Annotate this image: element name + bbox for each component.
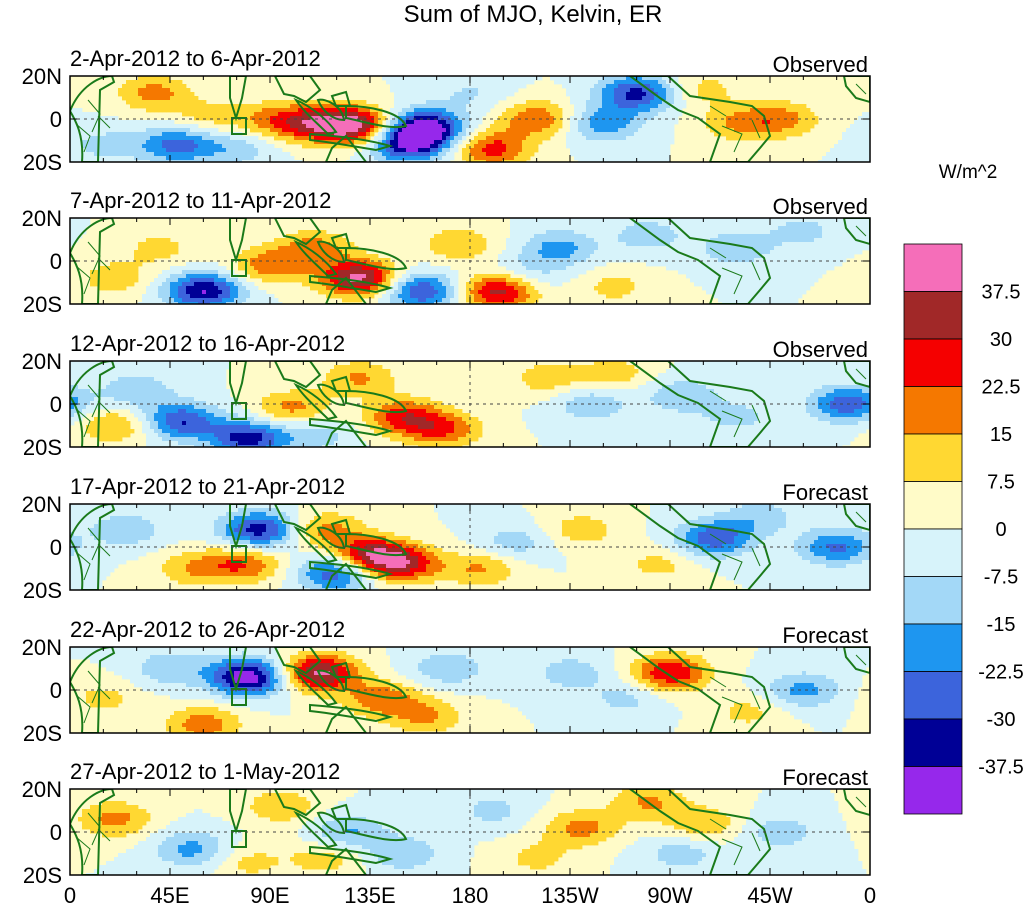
colorbar-label: 22.5 <box>982 377 1021 399</box>
panel-dates: 2-Apr-2012 to 6-Apr-2012 <box>70 46 321 71</box>
map-panel: 20N 0 20S 27-Apr-2012 to 1-May-2012 Forecast <box>22 759 871 888</box>
reference-box <box>231 259 247 277</box>
x-tick-label: 90E <box>250 883 289 908</box>
colorbar-swatch <box>903 528 963 577</box>
y-tick-label: 0 <box>50 249 62 274</box>
chart-title: Sum of MJO, Kelvin, ER <box>404 1 663 28</box>
x-tick-label: 180 <box>452 883 489 908</box>
map-panel: 20N 0 20S 2-Apr-2012 to 6-Apr-2012 Observed <box>22 46 871 175</box>
x-axis: 0 45E 90E 135E 180 135W 90W 45W 0 <box>64 883 876 908</box>
colorbar-label: -22.5 <box>978 662 1024 684</box>
y-tick-label: 20N <box>22 492 62 517</box>
y-tick-label: 0 <box>50 392 62 417</box>
panel-dates: 27-Apr-2012 to 1-May-2012 <box>70 759 340 784</box>
colorbar-label: 7.5 <box>987 472 1015 494</box>
colorbar-swatch <box>903 481 963 530</box>
colorbar-swatch <box>903 671 963 720</box>
y-tick-label: 20S <box>23 150 62 175</box>
panel-dates: 17-Apr-2012 to 21-Apr-2012 <box>70 474 345 499</box>
y-tick-label: 20N <box>22 64 62 89</box>
y-tick-label: 20S <box>23 721 62 746</box>
map-panel: 20N 0 20S 22-Apr-2012 to 26-Apr-2012 Forecas… <box>22 617 871 746</box>
panel-kind: Forecast <box>782 623 868 648</box>
x-tick-label: 0 <box>64 883 76 908</box>
y-tick-label: 0 <box>50 820 62 845</box>
coastlines <box>70 504 870 590</box>
y-tick-label: 0 <box>50 678 62 703</box>
coastlines <box>70 76 870 162</box>
y-tick-label: 0 <box>50 535 62 560</box>
colorbar-label: -7.5 <box>984 567 1018 589</box>
reference-box <box>231 117 247 135</box>
colorbar-swatch <box>903 433 963 482</box>
panel-dates: 22-Apr-2012 to 26-Apr-2012 <box>70 617 345 642</box>
colorbar-swatch <box>903 338 963 387</box>
panel-kind: Observed <box>773 194 868 219</box>
panel-dates: 7-Apr-2012 to 11-Apr-2012 <box>70 188 331 213</box>
colorbar-label: -37.5 <box>978 757 1024 779</box>
colorbar-swatch <box>903 291 963 340</box>
x-tick-label: 45W <box>747 883 792 908</box>
panel-kind: Observed <box>773 52 868 77</box>
colorbar-swatch <box>903 386 963 435</box>
y-tick-label: 20S <box>23 292 62 317</box>
coastlines <box>70 218 870 304</box>
y-tick-label: 20S <box>23 863 62 888</box>
reference-box <box>231 545 247 563</box>
x-tick-label: 90W <box>647 883 692 908</box>
colorbar-label: -30 <box>987 709 1016 731</box>
y-tick-label: 20S <box>23 435 62 460</box>
colorbar-label: 0 <box>995 519 1006 541</box>
colorbar-label: -15 <box>987 614 1016 636</box>
plot-title: Sum of MJO, Kelvin, ER <box>404 1 663 28</box>
map-panel: 20N 0 20S 7-Apr-2012 to 11-Apr-2012 Observed <box>22 188 871 317</box>
reference-box <box>231 830 247 848</box>
x-tick-label: 45E <box>150 883 189 908</box>
x-tick-label: 0 <box>864 883 876 908</box>
map-panel: 20N 0 20S 17-Apr-2012 to 21-Apr-2012 Forecas… <box>22 474 871 603</box>
y-tick-label: 20N <box>22 635 62 660</box>
x-tick-label: 135W <box>541 883 599 908</box>
panel-kind: Observed <box>773 337 868 362</box>
x-tick-label: 135E <box>344 883 395 908</box>
panel-dates: 12-Apr-2012 to 16-Apr-2012 <box>70 331 345 356</box>
coastlines <box>70 361 870 447</box>
panel-kind: Forecast <box>782 765 868 790</box>
colorbar-label: 37.5 <box>982 282 1021 304</box>
y-tick-label: 20N <box>22 349 62 374</box>
y-tick-label: 0 <box>50 107 62 132</box>
colorbar: W/m^2 37.5 30 22.5 15 7.5 0 -7.5 -15 -22.5 -30 -37… <box>903 162 1024 815</box>
colorbar-swatch <box>903 766 963 815</box>
colorbar-label: 30 <box>990 329 1012 351</box>
colorbar-label: 15 <box>990 424 1012 446</box>
colorbar-swatch <box>903 718 963 767</box>
reference-box <box>231 688 247 706</box>
colorbar-swatch <box>903 623 963 672</box>
panel-kind: Forecast <box>782 480 868 505</box>
coastlines <box>70 647 870 733</box>
y-tick-label: 20N <box>22 777 62 802</box>
reference-box <box>231 402 247 420</box>
y-tick-label: 20S <box>23 578 62 603</box>
map-panel: 20N 0 20S 12-Apr-2012 to 16-Apr-2012 Observe… <box>22 331 871 460</box>
colorbar-units: W/m^2 <box>939 162 998 183</box>
y-tick-label: 20N <box>22 206 62 231</box>
colorbar-swatch <box>903 243 963 292</box>
coastlines <box>70 789 870 875</box>
colorbar-swatch <box>903 576 963 625</box>
